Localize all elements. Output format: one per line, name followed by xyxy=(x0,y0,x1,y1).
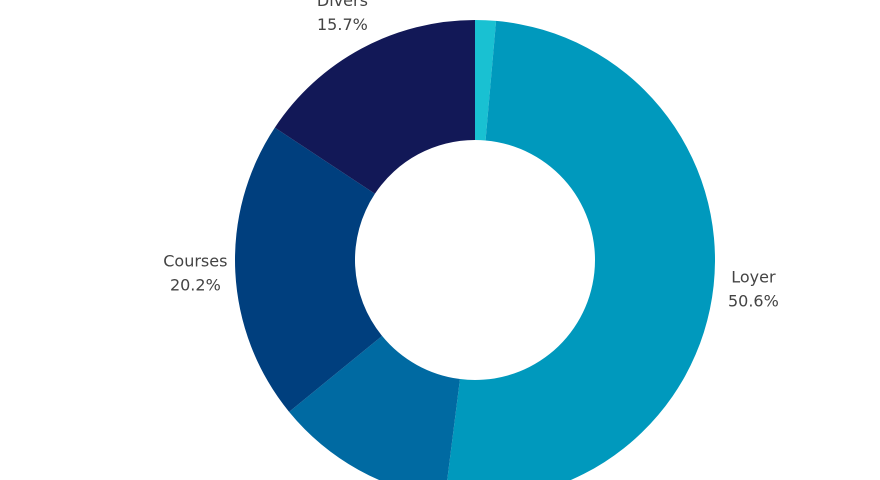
segment-value: 15.7% xyxy=(317,15,368,34)
segment-label: Divers xyxy=(317,0,368,10)
segment-value: 20.2% xyxy=(170,276,221,295)
segment-label: Courses xyxy=(163,252,227,271)
donut-segment xyxy=(235,127,383,412)
donut-segment xyxy=(289,335,460,480)
donut-segment xyxy=(447,20,715,480)
segment-value: 50.6% xyxy=(728,291,779,310)
donut-segment xyxy=(475,20,497,141)
segment-label: Loyer xyxy=(731,267,776,286)
donut-segment xyxy=(274,20,475,194)
